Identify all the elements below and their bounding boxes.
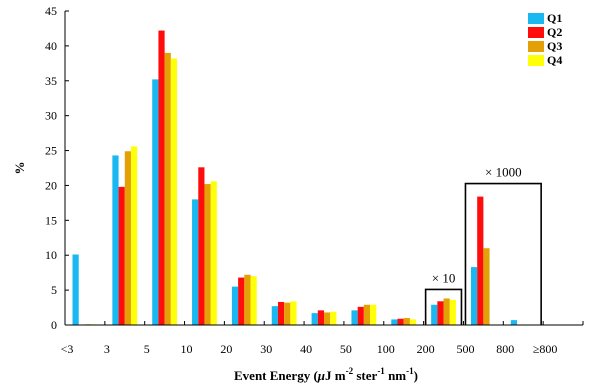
x-tick-label: 30 [260,342,272,356]
x-tick-label: 20 [220,342,232,356]
x-tick-label: 100 [377,342,395,356]
legend-swatch-q4 [528,55,544,66]
y-tick-label: 35 [45,74,57,88]
y-tick-label: 40 [45,39,57,53]
x-axis-title-mu: μ [317,368,325,383]
x-tick-label: 10 [181,342,193,356]
x-axis-title-part: ) [414,368,418,383]
x-tick-label: 5 [144,342,150,356]
bar-q1-4 [231,286,239,325]
bar-q2-1 [118,186,125,325]
bar-q4-8 [409,319,417,325]
legend-swatch-q3 [528,41,544,52]
annotation-box-2 [464,182,542,325]
legend-label-q2: Q2 [547,25,562,39]
x-tick-label: 200 [417,342,435,356]
x-axis-title-superscript: -1 [377,366,385,376]
x-tick-label: 3 [104,342,110,356]
bar-q4-2 [170,58,178,325]
y-axis-title: % [12,162,27,175]
bar-q3-3 [204,184,211,325]
legend-swatch-q2 [528,27,544,38]
y-tick-label: 15 [45,213,57,227]
y-tick-label: 30 [45,109,57,123]
y-tick-label: 5 [51,283,57,297]
bar-q3-9 [443,298,450,325]
bar-q4-7 [370,304,377,325]
bar-q2-8 [397,318,404,325]
bar-q3-7 [363,304,371,325]
bar-q4-1 [130,146,138,325]
bar-q4-4 [250,276,257,325]
bar-q2-2 [158,30,165,325]
x-axis-title-superscript: -2 [346,366,354,376]
y-tick-label: 25 [45,144,57,158]
y-tick-label: 45 [45,4,57,18]
bar-q2-7 [357,306,364,325]
bar-q3-6 [324,312,331,325]
x-axis-title-part: J m [325,368,346,383]
x-tick-label: <3 [61,342,74,356]
legend-swatch-q1 [528,13,544,24]
y-tick-label: 10 [45,248,57,262]
x-axis-title-part: nm [385,368,406,383]
x-tick-label: 40 [300,342,312,356]
x-tick-label: 800 [496,342,514,356]
bar-q4-3 [210,181,217,325]
bar-q3-4 [244,274,251,325]
annotations-layer: × 10 × 1000 [424,165,542,325]
y-tick-label: 20 [45,178,57,192]
y-tick-label: 0 [51,318,57,332]
bar-q2-6 [317,310,324,325]
bar-q1-0 [72,254,79,325]
legend-label-q1: Q1 [547,11,562,25]
bar-q3-2 [164,52,171,326]
bar-q4-5 [290,301,297,325]
legend-label-q3: Q3 [547,39,562,53]
legend-label-q4: Q4 [547,53,562,67]
bars-layer [72,30,518,326]
x-axis-title: Event Energy (μJ m-2 ster-1 nm-1) [234,366,418,383]
bar-q2-5 [277,301,285,325]
bar-q1-3 [192,199,199,325]
bar-q4-9 [449,299,456,325]
x-tick-label: ≥800 [533,342,558,356]
x-tick-label: 50 [340,342,352,356]
axis-labels-layer: %Event Energy (μJ m-2 ster-1 nm-1) [12,162,418,384]
bar-q2-9 [437,301,444,325]
bar-q1-9 [431,304,438,325]
bar-q1-5 [271,306,278,325]
bar-q1-10 [470,267,478,325]
bar-q3-5 [284,302,291,325]
bar-q1-7 [351,310,358,325]
x-axis-title-superscript: -1 [406,366,414,376]
x-axis-title-part: Event Energy ( [234,368,318,383]
annotation-label-2: × 1000 [485,165,522,180]
x-axis-title-part: ster [353,368,377,383]
bar-q1-2 [152,79,159,325]
bar-q2-4 [238,277,245,325]
bar-q2-10 [477,196,484,325]
bar-q3-1 [124,151,131,325]
bar-q4-6 [330,311,337,325]
bar-q2-3 [198,167,205,325]
bar-q1-6 [311,313,318,325]
x-tick-label: 500 [456,342,474,356]
bar-q1-8 [391,319,398,325]
annotation-box-1 [424,288,463,325]
bar-q1-11 [510,320,518,325]
annotation-label-1: × 10 [432,270,456,285]
bar-q3-10 [483,248,490,325]
bar-q3-8 [403,318,410,325]
bar-q1-1 [112,155,119,325]
